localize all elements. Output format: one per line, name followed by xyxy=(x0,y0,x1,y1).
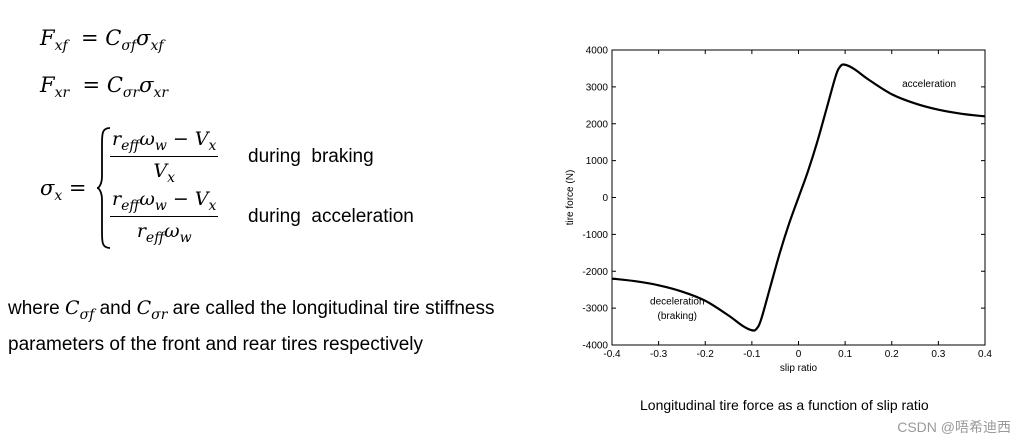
paragraph-symbol: C xyxy=(136,297,152,319)
eq-symbol: ω xyxy=(164,220,180,242)
equation-fxf: Fxf = Cσfσxf xyxy=(40,26,164,54)
eq-subscript: x xyxy=(208,138,217,154)
eq-symbol: σ xyxy=(136,26,151,50)
fraction-braking: reffωw − Vx Vx xyxy=(110,128,219,186)
eq-symbol: ω xyxy=(139,188,155,210)
fraction-denominator: Vx xyxy=(110,157,218,186)
fraction-numerator: reffωw − Vx xyxy=(110,128,219,157)
y-tick-label: -1000 xyxy=(582,230,608,241)
figure-caption: Longitudinal tire force as a function of… xyxy=(640,397,929,413)
description-paragraph: where Cσf and Cσr are called the longitu… xyxy=(8,294,568,359)
eq-subscript: σr xyxy=(122,85,140,101)
y-tick-label: 3000 xyxy=(586,82,609,93)
eq-subscript: w xyxy=(154,198,167,214)
condition-braking: during braking xyxy=(248,146,374,167)
condition-acceleration: during acceleration xyxy=(248,206,414,227)
x-axis-label: slip ratio xyxy=(780,363,818,374)
eq-subscript: σf xyxy=(121,38,137,54)
eq-symbol: σ xyxy=(139,73,154,97)
chart-annotation: acceleration xyxy=(902,79,956,90)
watermark: CSDN @唔希迪西 xyxy=(897,419,1011,435)
eq-symbol: − V xyxy=(166,128,209,150)
eq-subscript: eff xyxy=(145,230,165,246)
paragraph-text: are called the longitudinal tire stiffne… xyxy=(8,298,495,355)
eq-subscript: x xyxy=(54,188,63,204)
eq-symbol: ω xyxy=(139,128,155,150)
x-tick-label: 0.4 xyxy=(978,349,992,360)
eq-symbol: r xyxy=(112,128,122,150)
eq-symbol: r xyxy=(112,188,122,210)
x-tick-label: 0.2 xyxy=(885,349,899,360)
y-tick-label: 0 xyxy=(602,193,608,204)
y-axis-label: tire force (N) xyxy=(565,170,576,226)
eq-symbol: − V xyxy=(166,188,209,210)
eq-symbol: σ xyxy=(40,176,55,200)
y-tick-label: -2000 xyxy=(582,267,608,278)
left-brace-icon xyxy=(96,127,111,249)
eq-subscript: x xyxy=(167,170,176,186)
eq-symbol: r xyxy=(136,220,146,242)
eq-symbol: F xyxy=(40,73,55,97)
paragraph-text: where xyxy=(8,298,66,319)
y-tick-label: -3000 xyxy=(582,304,608,315)
eq-subscript: xr xyxy=(153,85,169,101)
eq-subscript: x xyxy=(208,198,217,214)
eq-subscript: eff xyxy=(121,138,140,154)
y-tick-label: -4000 xyxy=(582,341,608,352)
eq-symbol: V xyxy=(153,160,168,182)
x-tick-label: -0.4 xyxy=(603,349,621,360)
equation-fxr: Fxr = Cσrσxr xyxy=(40,73,169,101)
eq-symbol: F xyxy=(40,26,55,50)
paragraph-symbol: C xyxy=(65,297,80,319)
eq-subscript: w xyxy=(154,138,167,154)
x-tick-label: -0.2 xyxy=(697,349,715,360)
x-tick-label: 0.1 xyxy=(838,349,852,360)
chart-annotation: (braking) xyxy=(658,311,697,322)
x-tick-label: 0.3 xyxy=(931,349,945,360)
equals-sign: = xyxy=(75,73,107,97)
chart-annotation: deceleration xyxy=(650,296,704,307)
fraction-numerator: reffωw − Vx xyxy=(110,188,219,217)
fraction-acceleration: reffωw − Vx reffωw xyxy=(110,188,219,246)
x-tick-label: -0.1 xyxy=(743,349,761,360)
paragraph-subscript: σr xyxy=(151,307,168,323)
tire-force-chart: -0.4 -0.3 -0.2 -0.1 0 0.1 0.2 0.3 0.4 4000 3000 200… xyxy=(565,46,992,375)
eq-symbol: C xyxy=(106,73,123,97)
y-tick-label: 1000 xyxy=(586,156,609,167)
equals-sign: = xyxy=(62,176,87,200)
tire-force-curve xyxy=(611,63,986,332)
eq-subscript: xf xyxy=(54,38,68,54)
eq-subscript: xr xyxy=(54,85,70,101)
x-tick-label: 0 xyxy=(796,349,802,360)
paragraph-text: and xyxy=(94,298,137,319)
equals-sign: = xyxy=(74,26,106,50)
eq-subscript: eff xyxy=(121,198,140,214)
y-tick-label: 4000 xyxy=(586,46,609,57)
x-tick-label: -0.3 xyxy=(650,349,668,360)
eq-symbol: C xyxy=(105,26,122,50)
eq-subscript: w xyxy=(179,230,192,246)
paragraph-subscript: σf xyxy=(79,307,95,323)
equation-sigma-lhs: σx = xyxy=(40,176,87,204)
fraction-denominator: reffωw xyxy=(110,217,218,246)
eq-subscript: xf xyxy=(150,38,164,54)
y-tick-label: 2000 xyxy=(586,119,609,130)
